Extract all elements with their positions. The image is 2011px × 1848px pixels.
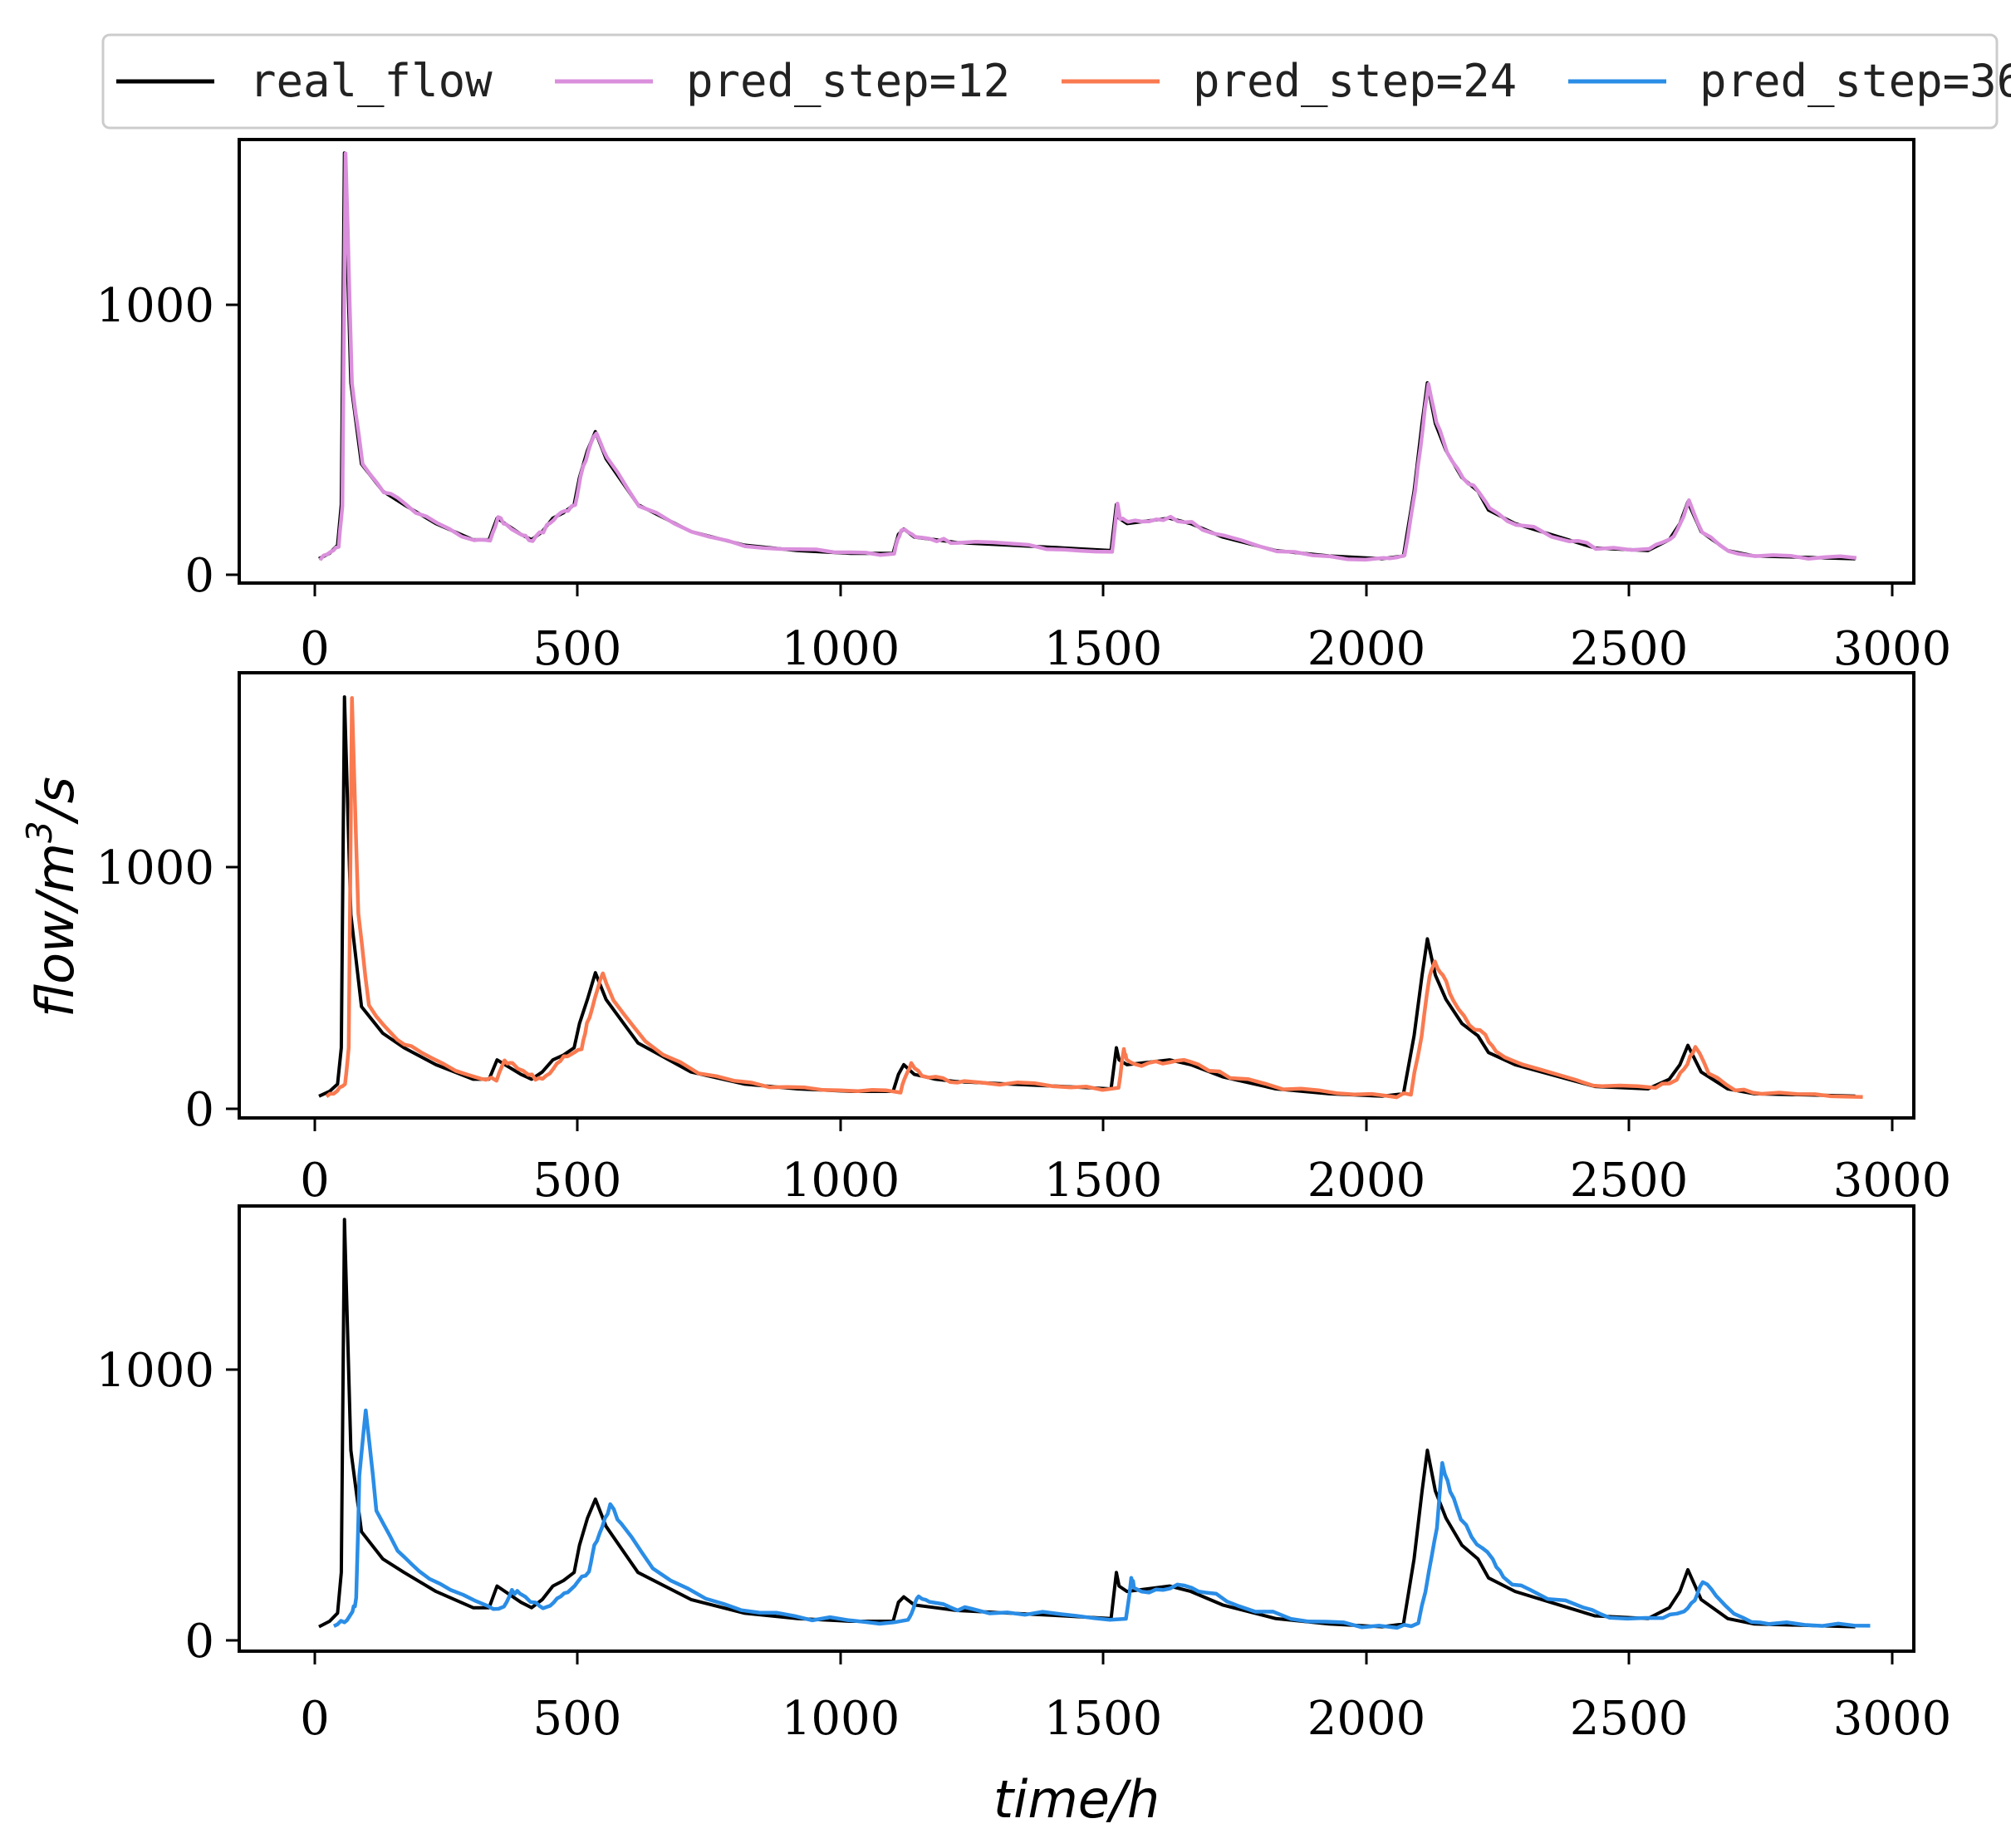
subplot-2-xtick-label: 1500 (1044, 1154, 1163, 1208)
subplot-3-xtick-label: 0 (300, 1692, 330, 1746)
subplot-1-xtick-500: 500 (533, 583, 622, 676)
subplot-3-xtick-label: 2000 (1307, 1692, 1426, 1746)
y-axis-title: flow/m3/s (19, 777, 86, 1017)
subplot-1-xaxis: 0 500 1000 1500 2000 2500 3000 (300, 583, 1951, 676)
subplot-2-xtick-500: 500 (533, 1118, 622, 1208)
subplot-3-ytick-1000: 1000 (96, 1344, 239, 1398)
subplot-3: 0 500 1000 1500 2000 2500 3000 0 1000 (96, 1204, 1951, 1746)
subplot-1-yaxis: 0 1000 (96, 279, 239, 603)
subplot-2-xtick-label: 2500 (1570, 1154, 1689, 1208)
subplot-1-ytick-label: 0 (184, 549, 214, 603)
subplot-3-xtick-1500: 1500 (1044, 1651, 1163, 1746)
subplot-3-xtick-0: 0 (300, 1651, 330, 1746)
legend-box (101, 33, 1999, 130)
y-axis-title-base: flow/m (25, 843, 86, 1017)
legend-label-pred-step-24: pred_step=24 (1193, 55, 1517, 107)
legend-entry-real-flow: real_flow (116, 55, 493, 107)
legend-entry-pred-step-36: pred_step=36 (1568, 55, 2011, 107)
subplot-3-xaxis: 0 500 1000 1500 2000 2500 3000 (300, 1651, 1951, 1746)
subplot-2-ytick-0: 0 (184, 1083, 239, 1137)
subplot-3-ytick-label: 0 (184, 1615, 214, 1669)
subplot-1-xtick-2000: 2000 (1307, 583, 1426, 676)
subplot-3-xtick-3000: 3000 (1833, 1651, 1952, 1746)
subplot-2-ytick-label: 1000 (96, 841, 214, 895)
legend-entry-pred-step-24: pred_step=24 (1062, 55, 1517, 107)
subplot-1-ytick-0: 0 (184, 549, 239, 603)
subplot-3-xtick-1000: 1000 (782, 1651, 900, 1746)
subplot-1-xtick-0: 0 (300, 583, 330, 676)
subplot-2-ytick-1000: 1000 (96, 841, 239, 895)
subplot-2-xtick-label: 1000 (782, 1154, 900, 1208)
subplot-1: 0 500 1000 1500 2000 2500 3000 0 1000 (96, 138, 1951, 676)
subplot-3-xtick-500: 500 (533, 1651, 622, 1746)
series-line-pred-step-12 (318, 151, 1857, 562)
subplot-3-yaxis: 0 1000 (96, 1344, 239, 1669)
subplot-2-xtick-2500: 2500 (1570, 1118, 1689, 1208)
subplot-2-xtick-label: 2000 (1307, 1154, 1426, 1208)
subplot-3-xtick-label: 500 (533, 1692, 622, 1746)
subplot-1-xtick-3000: 3000 (1833, 583, 1952, 676)
subplot-3-ytick-label: 1000 (96, 1344, 214, 1398)
subplot-1-xtick-label: 500 (533, 622, 622, 676)
subplot-3-ytick-0: 0 (184, 1615, 239, 1669)
subplot-1-xtick-1500: 1500 (1044, 583, 1163, 676)
subplot-3-xtick-2500: 2500 (1570, 1651, 1689, 1746)
subplot-2-xaxis: 0 500 1000 1500 2000 2500 3000 (300, 1118, 1951, 1208)
subplot-1-xtick-label: 2500 (1570, 622, 1689, 676)
subplot-1-xtick-label: 0 (300, 622, 330, 676)
legend-entry-pred-step-12: pred_step=12 (555, 55, 1010, 107)
subplot-1-frame (238, 138, 1915, 585)
legend: real_flow pred_step=12 pred_step=24 pred… (101, 33, 2011, 130)
subplot-1-xtick-label: 1500 (1044, 622, 1163, 676)
subplot-3-xtick-label: 1500 (1044, 1692, 1163, 1746)
legend-label-pred-step-12: pred_step=12 (686, 55, 1010, 107)
subplot-2-xtick-1500: 1500 (1044, 1118, 1163, 1208)
subplot-2-ytick-label: 0 (184, 1083, 214, 1137)
subplot-3-xtick-2000: 2000 (1307, 1651, 1426, 1746)
subplot-2-frame (238, 671, 1915, 1120)
subplot-3-xtick-label: 3000 (1833, 1692, 1952, 1746)
subplot-1-xtick-label: 1000 (782, 622, 900, 676)
subplot-3-series (318, 1218, 1871, 1630)
subplot-1-ytick-label: 1000 (96, 279, 214, 333)
series-line-pred-step-36 (332, 1408, 1871, 1630)
subplot-1-xtick-1000: 1000 (782, 583, 900, 676)
subplot-2-xtick-1000: 1000 (782, 1118, 900, 1208)
subplot-3-frame (238, 1204, 1915, 1653)
subplot-2-xtick-label: 0 (300, 1154, 330, 1208)
subplot-2-xtick-label: 500 (533, 1154, 622, 1208)
legend-label-pred-step-36: pred_step=36 (1700, 55, 2011, 107)
subplot-1-xtick-2500: 2500 (1570, 583, 1689, 676)
subplot-1-xtick-label: 3000 (1833, 622, 1952, 676)
subplot-1-ytick-1000: 1000 (96, 279, 239, 333)
subplot-2-yaxis: 0 1000 (96, 841, 239, 1137)
x-axis-title: time/h (993, 1769, 1160, 1830)
subplot-2-xtick-3000: 3000 (1833, 1118, 1952, 1208)
y-axis-title-superscript: 3 (19, 821, 60, 843)
legend-label-real-flow: real_flow (249, 55, 493, 107)
subplot-2: 0 500 1000 1500 2000 2500 3000 0 1000 (96, 671, 1951, 1208)
subplot-1-series (318, 151, 1857, 562)
subplot-2-series (318, 695, 1863, 1100)
subplot-2-xtick-2000: 2000 (1307, 1118, 1426, 1208)
subplot-2-xtick-label: 3000 (1833, 1154, 1952, 1208)
subplot-2-xtick-0: 0 (300, 1118, 330, 1208)
y-axis-title-tail: /s (25, 777, 86, 825)
subplot-3-xtick-label: 2500 (1570, 1692, 1689, 1746)
series-line-pred-step-24 (325, 696, 1863, 1100)
subplot-1-xtick-label: 2000 (1307, 622, 1426, 676)
subplot-3-xtick-label: 1000 (782, 1692, 900, 1746)
